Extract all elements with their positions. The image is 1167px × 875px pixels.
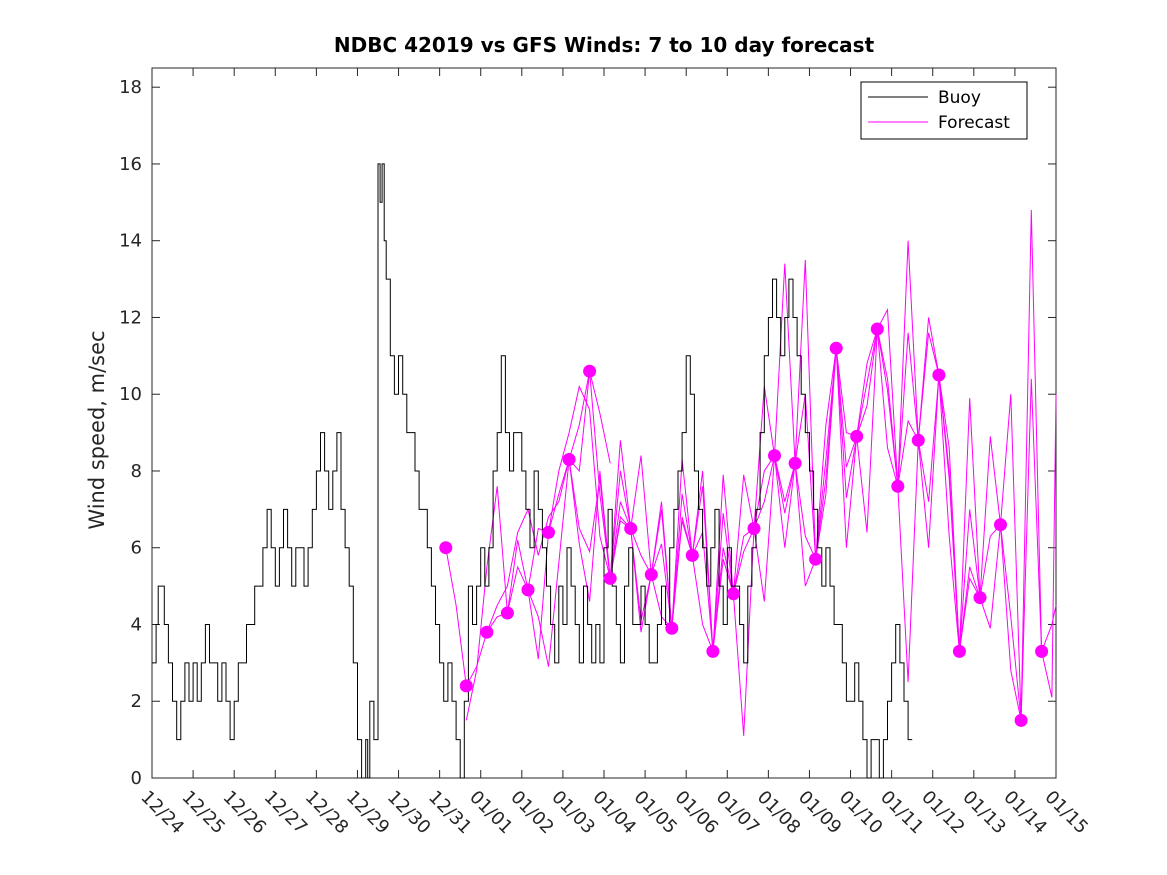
forecast-marker	[911, 433, 925, 447]
y-tick-label: 16	[119, 154, 142, 175]
forecast-marker	[973, 591, 987, 605]
forecast-marker	[665, 621, 679, 635]
y-tick-label: 6	[131, 538, 142, 559]
forecast-marker	[994, 518, 1007, 532]
forecast-marker	[459, 679, 473, 693]
forecast-marker	[521, 583, 535, 597]
forecast-marker	[706, 644, 720, 658]
y-tick-label: 10	[119, 384, 142, 405]
y-tick-label: 18	[119, 77, 142, 98]
forecast-marker	[932, 368, 946, 382]
forecast-marker	[870, 322, 884, 336]
legend-buoy-label: Buoy	[938, 88, 981, 108]
forecast-marker	[583, 364, 597, 378]
y-tick-label: 0	[131, 768, 142, 789]
forecast-marker	[768, 449, 781, 463]
forecast-marker	[644, 568, 658, 582]
forecast-marker	[624, 522, 638, 535]
forecast-marker	[747, 522, 761, 535]
forecast-marker	[891, 479, 905, 493]
y-tick-label: 4	[131, 614, 142, 635]
forecast-marker	[788, 456, 802, 470]
forecast-marker	[500, 606, 514, 620]
forecast-marker	[1014, 713, 1028, 727]
forecast-marker	[439, 541, 453, 555]
y-tick-label: 2	[131, 691, 142, 712]
forecast-marker	[952, 644, 966, 658]
forecast-marker	[726, 587, 740, 601]
forecast-markers	[439, 322, 1049, 727]
forecast-marker	[480, 625, 494, 639]
y-axis-label: Wind speed, m/sec	[85, 330, 109, 529]
y-tick-label: 12	[119, 307, 142, 328]
chart-title: NDBC 42019 vs GFS Winds: 7 to 10 day for…	[334, 33, 875, 57]
forecast-marker	[850, 429, 864, 443]
forecast-marker	[542, 525, 555, 539]
forecast-marker	[685, 548, 699, 562]
forecast-marker	[603, 571, 617, 585]
legend-box	[860, 81, 1028, 140]
axis-ticks	[151, 68, 1057, 779]
y-tick-label: 14	[119, 231, 142, 252]
forecast-marker	[1035, 644, 1049, 658]
forecast-marker	[829, 341, 843, 355]
legend: Buoy Forecast	[860, 81, 1028, 140]
y-tick-label: 8	[131, 461, 142, 482]
legend-forecast-label: Forecast	[938, 113, 1010, 133]
forecast-marker	[809, 552, 823, 566]
buoy-line	[152, 163, 913, 779]
forecast-marker	[562, 453, 576, 466]
